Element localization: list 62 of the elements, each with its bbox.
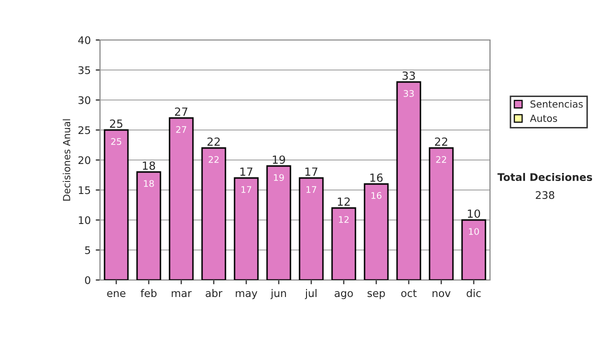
data-label: 22 <box>208 156 219 163</box>
data-label: 22 <box>436 156 446 163</box>
total-label: 33 <box>402 71 415 80</box>
y-tick-label: 0 <box>85 276 90 284</box>
x-tick-label: sep <box>368 291 385 300</box>
y-tick-label: 25 <box>78 126 90 134</box>
data-label: 33 <box>404 90 414 97</box>
bar <box>168 117 194 280</box>
x-tick-label: jul <box>304 289 316 300</box>
y-tick-label: 35 <box>78 66 90 74</box>
x-tick-label: mar <box>172 291 192 298</box>
x-tick-label: dic <box>466 289 481 298</box>
data-label: 25 <box>111 138 122 145</box>
total-label: 17 <box>305 168 318 176</box>
total-label: 16 <box>370 173 383 182</box>
y-tick-label: 5 <box>85 246 90 254</box>
bar <box>266 165 292 280</box>
data-label: 19 <box>274 174 284 181</box>
bar <box>396 81 422 280</box>
bar <box>234 177 259 280</box>
data-label: 17 <box>306 186 316 193</box>
bar <box>201 147 226 280</box>
total-label: 22 <box>207 137 220 146</box>
total-label: 10 <box>468 209 480 218</box>
x-tick-label: oct <box>401 290 417 298</box>
total-label: 19 <box>272 155 286 164</box>
data-label: 27 <box>176 126 186 133</box>
x-tick-label: ene <box>107 291 126 298</box>
total-label: 18 <box>142 161 156 170</box>
bar <box>461 219 486 280</box>
data-label: 17 <box>242 186 252 193</box>
text: 238 <box>536 191 554 200</box>
data-label: 10 <box>469 228 479 235</box>
x-tick-label: feb <box>140 289 157 298</box>
bar <box>364 183 389 280</box>
bar <box>136 171 162 280</box>
x-tick-label: may <box>236 291 258 300</box>
bar <box>331 207 356 280</box>
bar <box>104 129 129 280</box>
data-label: 18 <box>144 180 154 187</box>
y-tick-label: 30 <box>78 96 90 104</box>
total-label: 22 <box>434 137 448 146</box>
legend-label: Autos <box>530 114 558 122</box>
x-tick-label: jun <box>270 289 286 300</box>
y-axis-title: Decisiones Anual <box>62 119 70 201</box>
bar <box>298 177 324 280</box>
text: Total Decisiones <box>497 172 592 182</box>
data-label: 12 <box>339 216 349 223</box>
total-label: 17 <box>240 168 252 176</box>
legend-label: Sentencias <box>530 100 583 108</box>
total-label: 27 <box>174 107 188 116</box>
y-tick-label: 20 <box>78 156 90 164</box>
data-label: 16 <box>372 192 382 199</box>
x-tick-label: nov <box>432 291 451 298</box>
bar <box>428 147 454 280</box>
y-tick-label: 40 <box>78 36 90 44</box>
x-tick-label: abr <box>206 289 222 298</box>
y-tick-label: 10 <box>78 216 90 224</box>
total-label: 25 <box>110 119 122 128</box>
x-tick-label: ago <box>334 291 353 300</box>
y-tick-label: 15 <box>78 186 90 194</box>
total-label: 12 <box>338 197 350 206</box>
